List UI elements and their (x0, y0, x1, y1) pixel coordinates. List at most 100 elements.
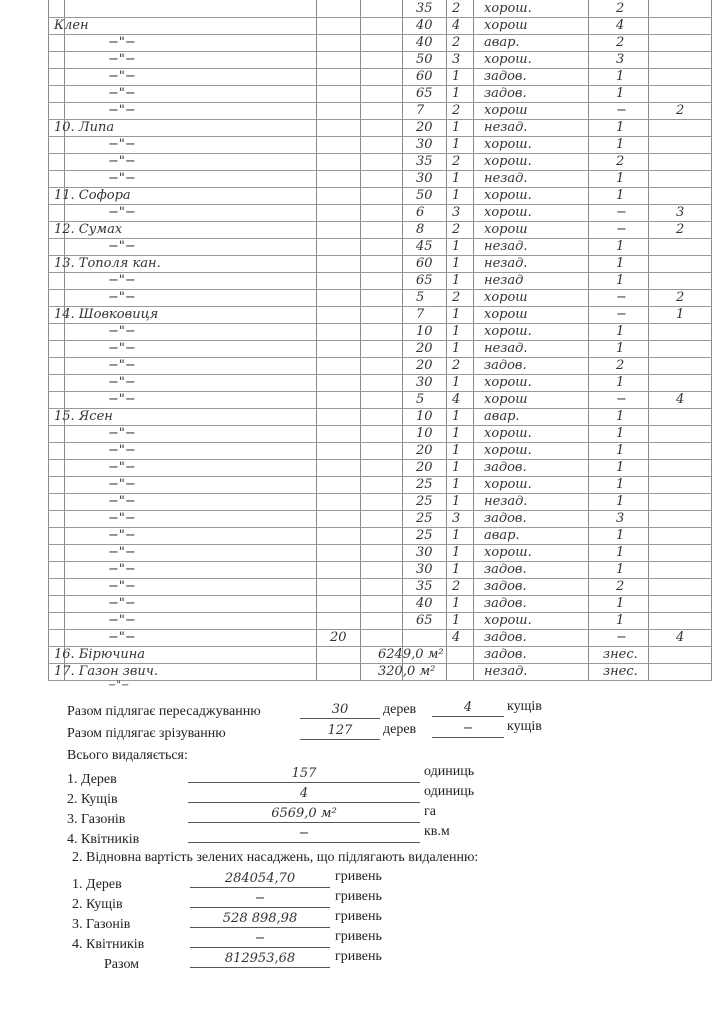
count-cell: 1 (452, 596, 461, 611)
tree-name: −"− (108, 137, 136, 152)
count-cell: 1 (452, 256, 461, 271)
condition-cell: хорош. (484, 545, 532, 560)
age-cell: 30 (416, 171, 433, 186)
trees-cell: 1 (616, 188, 625, 203)
tree-name: 13. Тополя кан. (54, 256, 161, 271)
removed-item-unit: одиниць (424, 784, 475, 799)
removed-item-label: 3. Газонів (67, 812, 126, 827)
age-cell: 10 (416, 324, 433, 339)
trees-cell: 1 (616, 171, 625, 186)
trees-cell: − (616, 290, 627, 305)
table-row: −"− 10 1 хорош. 1 (48, 323, 712, 341)
age-cell: 6 (416, 205, 425, 220)
count-cell: 2 (452, 579, 461, 594)
age-cell: 35 (416, 154, 433, 169)
table-row: −"− 25 3 задов. 3 (48, 510, 712, 528)
age-cell: 7 (416, 307, 425, 322)
condition-cell: задов. (484, 460, 527, 475)
table-row: −"− 60 1 задов. 1 (48, 68, 712, 86)
tree-name: −"− (108, 171, 136, 186)
age-cell: 8 (416, 222, 425, 237)
transplant-shrubs-value: 4 (432, 700, 504, 717)
condition-cell: задов. (484, 579, 527, 594)
cost-item-value: 528 898,98 (190, 911, 330, 928)
cost-item-label: 4. Квітників (72, 937, 145, 952)
trees-cell: 1 (616, 477, 625, 492)
table-row: Клен 40 4 хорош 4 (48, 17, 712, 35)
trees-cell: 1 (616, 443, 625, 458)
condition-cell: хорош (484, 392, 528, 407)
tree-name: 14. Шовковиця (54, 307, 159, 322)
condition-cell: задов. (484, 630, 527, 645)
age-cell: 50 (416, 52, 433, 67)
tree-name: −"− (108, 324, 136, 339)
count-cell: 1 (452, 460, 461, 475)
trees-cell: 4 (616, 18, 625, 33)
table-row: −"− 30 1 незад. 1 (48, 170, 712, 188)
ditto-mark: −"− (108, 680, 130, 691)
count-cell: 2 (452, 290, 461, 305)
age-cell: 20 (416, 358, 433, 373)
table-row: −"− 35 2 хорош. 2 (48, 153, 712, 171)
age-cell: 40 (416, 35, 433, 50)
trees-cell: 3 (616, 511, 625, 526)
age-cell: 40 (416, 18, 433, 33)
table-row: −"− 10 1 хорош. 1 (48, 425, 712, 443)
tree-name: 16. Бірючина (54, 647, 146, 662)
tree-name: −"− (108, 443, 136, 458)
cost-item-label: 3. Газонів (72, 917, 131, 932)
count-cell: 3 (452, 52, 461, 67)
cost-item-label: 2. Кущів (72, 897, 123, 912)
trees-cell: − (616, 205, 627, 220)
count-cell: 2 (452, 154, 461, 169)
count-cell: 1 (452, 171, 461, 186)
cost-item-value: 812953,68 (190, 951, 330, 968)
count-cell: 1 (452, 375, 461, 390)
trees-cell: 1 (616, 460, 625, 475)
condition-cell: хорош. (484, 477, 532, 492)
count-cell: 1 (452, 188, 461, 203)
condition-cell: хорош (484, 222, 528, 237)
count-cell: 1 (452, 409, 461, 424)
condition-cell: незад. (484, 664, 528, 679)
tree-name: −"− (108, 341, 136, 356)
condition-cell: хорош. (484, 613, 532, 628)
cut-trees-value: 127 (300, 723, 380, 740)
count-cell: 1 (452, 426, 461, 441)
tree-name: −"− (108, 375, 136, 390)
trees-cell: 1 (616, 120, 625, 135)
cost-item-value: − (190, 891, 330, 908)
tree-name: −"− (108, 103, 136, 118)
age-cell: 20 (416, 460, 433, 475)
tree-name: 11. Софора (54, 188, 131, 203)
age-cell: 45 (416, 239, 433, 254)
trees-cell: 2 (616, 1, 625, 16)
tree-name: 10. Липа (54, 120, 115, 135)
age-cell: 7 (416, 103, 425, 118)
tree-name: −"− (108, 52, 136, 67)
removed-item-value: 6569,0 м² (188, 806, 420, 823)
tree-name: −"− (108, 392, 136, 407)
age-cell: 60 (416, 256, 433, 271)
removed-item-label: 1. Дерев (67, 772, 117, 787)
trees-cell: 1 (616, 409, 625, 424)
condition-cell: хорош (484, 307, 528, 322)
cost-item-unit: гривень (335, 909, 382, 924)
condition-cell: незад. (484, 494, 528, 509)
count-cell: 1 (452, 528, 461, 543)
condition-cell: хорош. (484, 205, 532, 220)
trees-cell: 1 (616, 613, 625, 628)
count-cell: 1 (452, 307, 461, 322)
count-cell: 2 (452, 358, 461, 373)
age-cell: 25 (416, 511, 433, 526)
age-cell: 6249,0 м² (378, 647, 444, 662)
condition-cell: задов. (484, 69, 527, 84)
trees-cell: 1 (616, 239, 625, 254)
condition-cell: авар. (484, 528, 520, 543)
tree-name: −"− (108, 239, 136, 254)
condition-cell: задов. (484, 596, 527, 611)
table-row: 35 2 хорош. 2 (48, 0, 712, 18)
tree-name: −"− (108, 205, 136, 220)
condition-cell: незад. (484, 120, 528, 135)
removed-item-value: 4 (188, 786, 420, 803)
